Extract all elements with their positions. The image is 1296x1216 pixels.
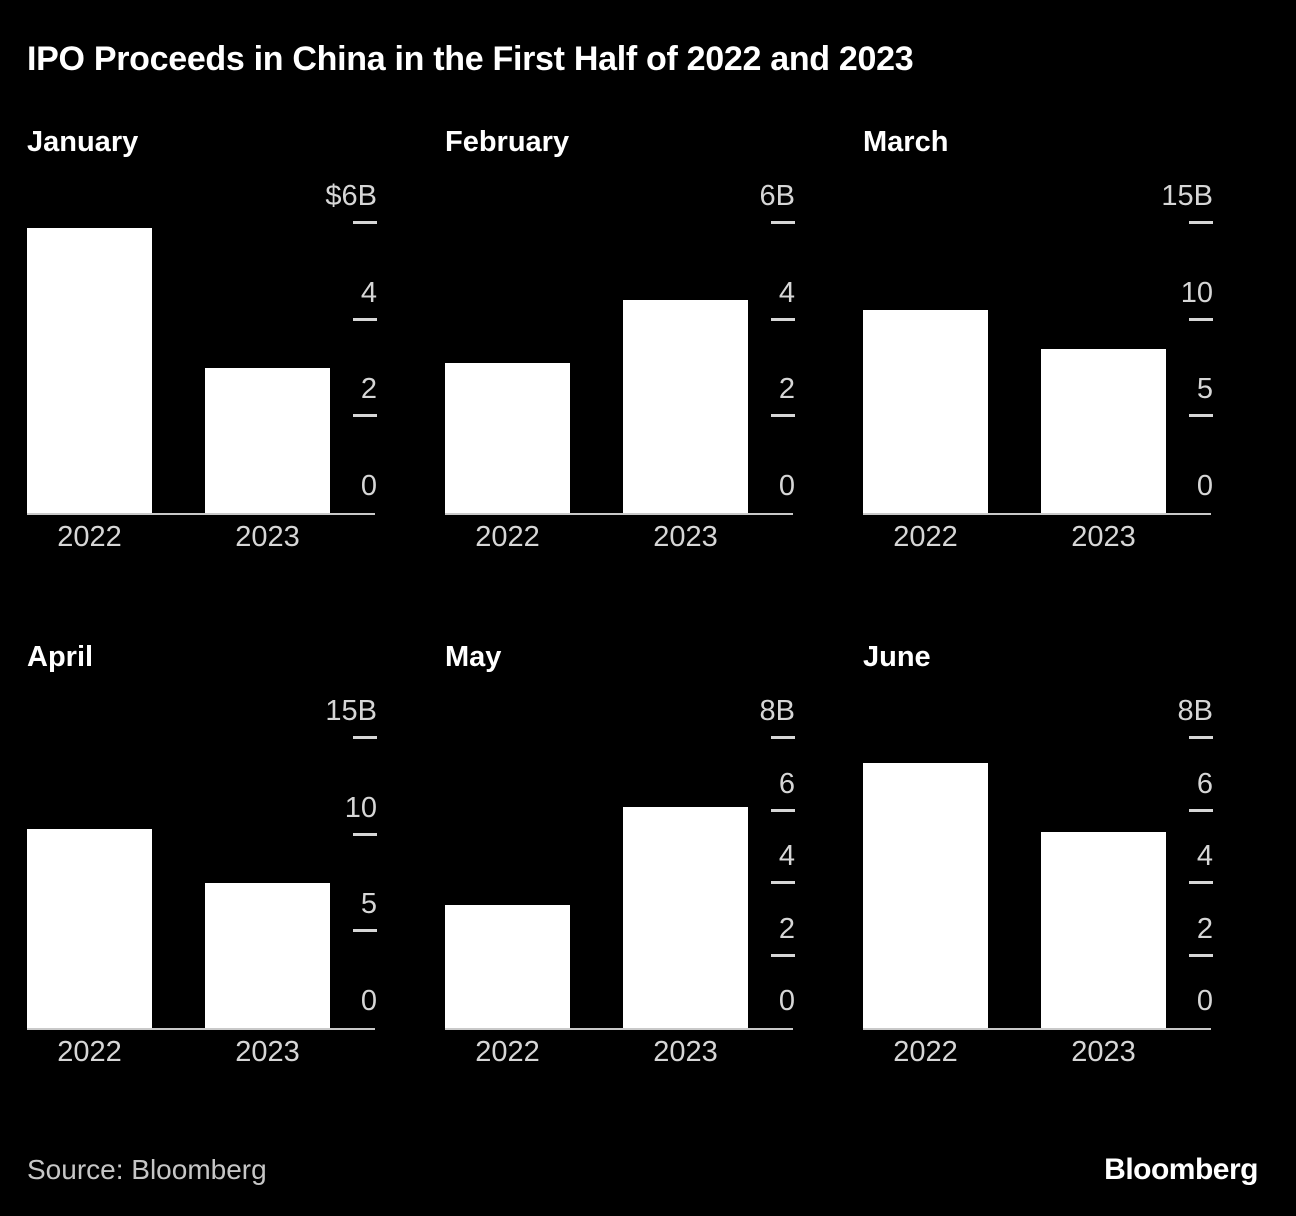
y-tick-mark: [1189, 953, 1213, 957]
y-tick-mark: [353, 929, 377, 933]
bar-2023: [623, 300, 748, 513]
month-title: February: [445, 126, 570, 158]
y-tick-label: 6: [778, 767, 795, 800]
bar-2022: [27, 829, 152, 1028]
page-title: IPO Proceeds in China in the First Half …: [27, 40, 914, 78]
x-axis-label: 2023: [653, 521, 718, 553]
y-tick-label: 10: [344, 791, 377, 824]
y-tick-mark: [771, 736, 795, 739]
bar-2022: [27, 228, 152, 513]
y-tick-label: 2: [778, 373, 795, 406]
y-tick-label: 0: [1196, 985, 1213, 1017]
bar-2023: [623, 807, 748, 1028]
x-axis-label: 2022: [893, 1036, 958, 1068]
charts-grid: January 2022 2023 $6B 4 2 0 February 2022 2023 6B 4…: [27, 120, 1231, 1080]
y-tick-mark: [771, 881, 795, 884]
y-tick-mark: [1189, 221, 1213, 224]
month-title: January: [27, 126, 139, 158]
y-tick-label: 5: [360, 888, 377, 921]
panel-january: January 2022 2023 $6B 4 2 0: [27, 120, 395, 565]
x-axis-label: 2022: [57, 521, 122, 553]
x-axis-line: [27, 1028, 375, 1030]
y-tick-mark: [1189, 736, 1213, 739]
x-axis-label: 2022: [475, 1036, 540, 1068]
y-tick-mark: [353, 317, 377, 321]
y-tick-label: 8B: [1177, 695, 1213, 727]
footer: Source: Bloomberg Bloomberg: [27, 1153, 1258, 1187]
y-tick-label: 4: [1196, 840, 1213, 872]
y-tick-label: 0: [1196, 470, 1213, 502]
y-tick-mark: [771, 221, 795, 224]
y-tick-label: 5: [1196, 373, 1213, 406]
y-tick-label: 15B: [1161, 180, 1213, 212]
y-tick-label: 10: [1180, 276, 1213, 309]
y-tick-label: 0: [778, 470, 795, 502]
source-label: Source: Bloomberg: [27, 1154, 267, 1185]
bar-2023: [1041, 349, 1166, 513]
x-axis-line: [863, 1028, 1211, 1030]
y-tick-label: 2: [1196, 912, 1213, 945]
x-axis-label: 2022: [475, 521, 540, 553]
month-title: June: [863, 641, 931, 673]
panel-june: June 2022 2023 8B 6 4 2 0: [863, 635, 1231, 1080]
y-tick-label: 2: [778, 912, 795, 945]
panel-april: April 2022 2023 15B 10 5 0: [27, 635, 395, 1080]
bar-2022: [445, 905, 570, 1028]
x-axis-label: 2022: [893, 521, 958, 553]
month-title: May: [445, 641, 502, 673]
bar-2022: [445, 363, 570, 513]
y-tick-label: 6: [1196, 767, 1213, 800]
y-tick-label: 0: [360, 470, 377, 502]
panel-february: February 2022 2023 6B 4 2 0: [445, 120, 813, 565]
y-tick-mark: [1189, 808, 1213, 812]
bar-2023: [205, 368, 330, 513]
panel-may: May 2022 2023 8B 6 4 2 0: [445, 635, 813, 1080]
x-axis-label: 2023: [653, 1036, 718, 1068]
y-tick-mark: [771, 953, 795, 957]
x-axis-line: [445, 513, 793, 515]
x-axis-line: [27, 513, 375, 515]
y-tick-label: 8B: [759, 695, 795, 727]
y-tick-label: 15B: [325, 695, 377, 727]
y-tick-label: 0: [360, 985, 377, 1017]
y-tick-label: 4: [778, 276, 795, 309]
bar-2023: [1041, 832, 1166, 1028]
y-tick-mark: [1189, 881, 1213, 884]
y-tick-label: 4: [778, 840, 795, 872]
x-axis-label: 2023: [1071, 1036, 1136, 1068]
y-tick-label: 0: [778, 985, 795, 1017]
month-title: April: [27, 641, 94, 673]
y-tick-mark: [353, 832, 377, 836]
y-tick-mark: [353, 221, 377, 224]
y-tick-label: $6B: [325, 180, 377, 212]
y-tick-label: 6B: [759, 180, 795, 212]
x-axis-line: [863, 513, 1211, 515]
x-axis-label: 2022: [57, 1036, 122, 1068]
y-tick-mark: [353, 736, 377, 739]
y-tick-mark: [1189, 414, 1213, 418]
panel-march: March 2022 2023 15B 10 5 0: [863, 120, 1231, 565]
y-tick-mark: [353, 414, 377, 418]
y-tick-label: 4: [360, 276, 377, 309]
bar-2022: [863, 763, 988, 1028]
bar-2022: [863, 310, 988, 513]
y-tick-mark: [771, 317, 795, 321]
x-axis-label: 2023: [235, 521, 300, 553]
x-axis-label: 2023: [1071, 521, 1136, 553]
month-title: March: [863, 126, 949, 158]
bloomberg-logo: Bloomberg: [1104, 1153, 1258, 1186]
bar-2023: [205, 883, 330, 1028]
x-axis-label: 2023: [235, 1036, 300, 1068]
y-tick-mark: [771, 414, 795, 418]
x-axis-line: [445, 1028, 793, 1030]
y-tick-mark: [1189, 317, 1213, 321]
y-tick-mark: [771, 808, 795, 812]
y-tick-label: 2: [360, 373, 377, 406]
